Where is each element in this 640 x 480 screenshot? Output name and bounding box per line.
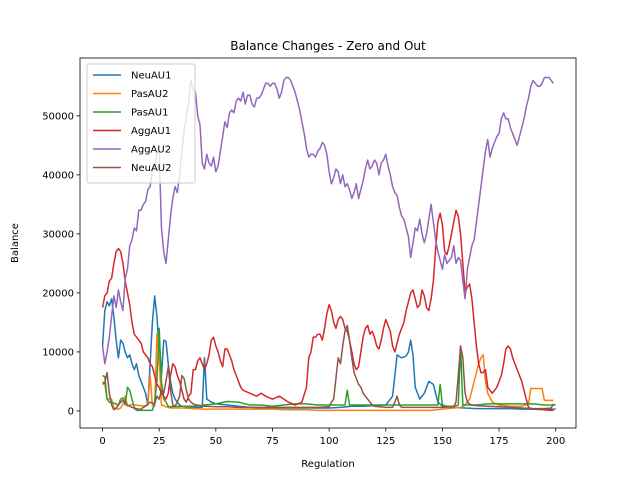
legend-label: NeuAU1: [131, 71, 172, 82]
chart-title: Balance Changes - Zero and Out: [230, 39, 426, 53]
x-tick-label: 0: [99, 436, 105, 447]
x-tick-label: 150: [433, 436, 452, 447]
legend-label: PasAU1: [131, 108, 168, 119]
y-axis-label: Balance: [10, 223, 21, 263]
x-tick-label: 25: [153, 436, 166, 447]
legend-label: PasAU2: [131, 89, 168, 100]
y-tick-label: 10000: [42, 347, 74, 358]
series-line-aggau1: [101, 209, 554, 412]
series-line-aggau2: [101, 76, 555, 365]
x-tick-label: 175: [490, 436, 509, 447]
plot-area: [79, 57, 577, 429]
y-tick-label: 30000: [42, 229, 74, 240]
series-layer: [101, 76, 556, 412]
x-tick-label: 125: [376, 436, 395, 447]
legend-label: AggAU2: [131, 145, 171, 156]
y-tick-label: 50000: [42, 111, 74, 122]
x-axis: 0 25 50 75 100 125 150 175 200: [99, 428, 565, 447]
y-tick-label: 40000: [42, 170, 74, 181]
legend-label: AggAU1: [131, 126, 171, 137]
x-tick-label: 50: [209, 436, 222, 447]
x-tick-label: 100: [320, 436, 339, 447]
x-tick-label: 200: [546, 436, 565, 447]
y-axis: 0 10000 20000 30000 40000 50000: [42, 111, 80, 417]
series-line-pasau2: [101, 333, 554, 412]
y-tick-label: 20000: [42, 288, 74, 299]
legend-label: NeuAU2: [131, 163, 172, 174]
series-line-neuau1: [101, 295, 556, 410]
x-axis-label: Regulation: [301, 459, 354, 470]
legend: NeuAU1 PasAU2 PasAU1 AggAU1 AggAU2 NeuAU2: [86, 63, 196, 184]
series-line-neuau2: [102, 324, 555, 411]
plot-frame: [79, 57, 577, 429]
y-tick-label: 0: [68, 406, 74, 417]
x-tick-label: 75: [266, 436, 279, 447]
